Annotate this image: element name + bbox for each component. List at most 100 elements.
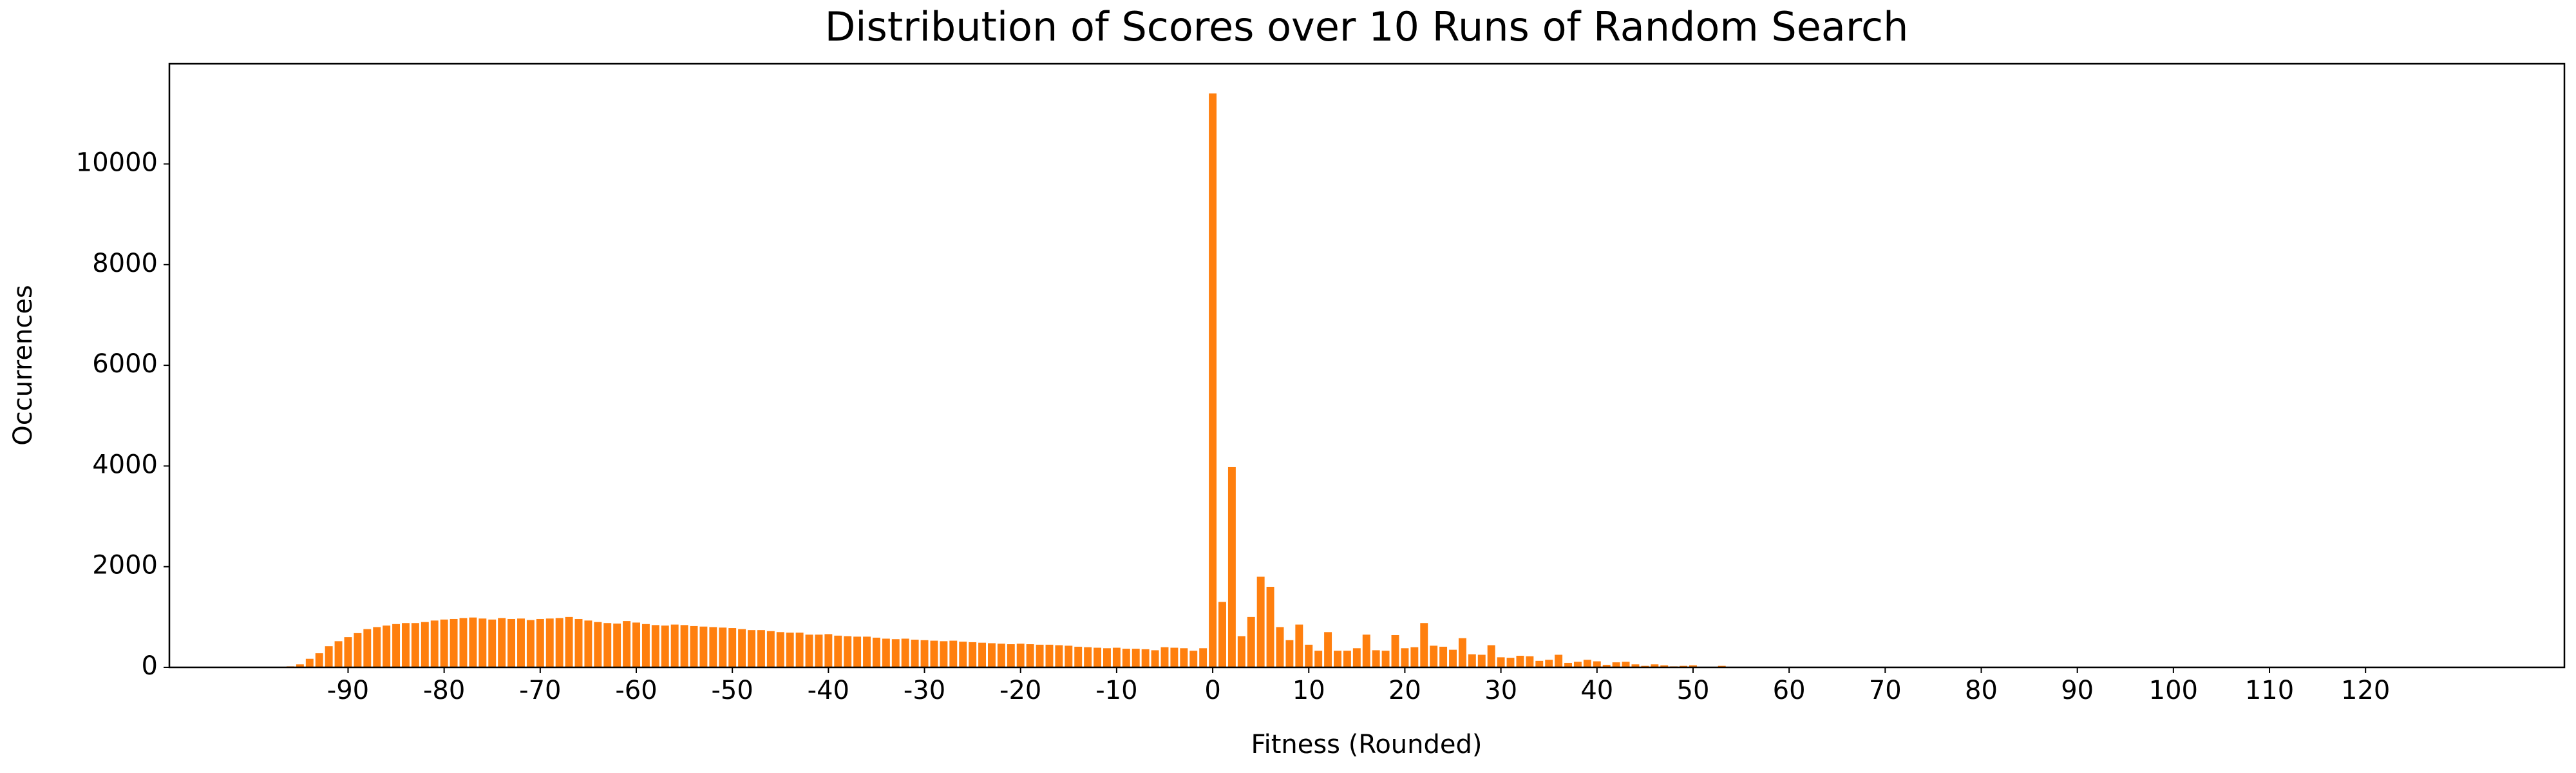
bar — [978, 642, 987, 667]
bar — [507, 618, 516, 667]
bar — [1016, 644, 1025, 667]
bar — [1180, 648, 1188, 667]
x-tick-label: 70 — [1869, 676, 1902, 705]
bar — [1256, 577, 1265, 667]
bar — [1362, 635, 1370, 667]
bar — [641, 624, 650, 667]
bar — [738, 629, 746, 667]
bar — [1612, 662, 1620, 667]
bar — [1247, 616, 1255, 667]
bar — [699, 626, 708, 667]
x-tick-label: 20 — [1388, 676, 1421, 705]
bar — [478, 618, 487, 667]
bar — [1477, 654, 1486, 667]
bar — [1112, 647, 1121, 667]
y-tick-label: 2000 — [92, 551, 158, 580]
bar — [526, 620, 535, 667]
bar — [1305, 644, 1313, 667]
bar — [786, 633, 794, 667]
bar — [450, 618, 458, 667]
bar — [363, 629, 372, 667]
plot-frame — [168, 62, 2566, 669]
bar — [1007, 644, 1015, 667]
bar — [536, 618, 544, 667]
bar — [891, 639, 900, 667]
x-tick-label: 90 — [2061, 676, 2094, 705]
bar — [651, 625, 659, 667]
bar — [824, 634, 833, 667]
bar — [1526, 656, 1534, 667]
x-tick-label: -20 — [999, 676, 1041, 705]
bar — [1103, 648, 1111, 667]
bar — [1151, 650, 1159, 667]
x-tick-label: -30 — [904, 676, 945, 705]
bar — [1036, 644, 1044, 667]
x-tick-label: -80 — [423, 676, 465, 705]
bar — [1314, 651, 1323, 667]
bar — [392, 624, 401, 667]
bar — [1458, 638, 1466, 667]
bar — [373, 627, 381, 667]
bar — [882, 638, 890, 667]
bar — [969, 642, 977, 667]
bar — [680, 625, 688, 667]
bar — [1132, 649, 1140, 667]
x-tick-label: 110 — [2245, 676, 2294, 705]
bar — [834, 635, 842, 667]
bar — [1160, 647, 1169, 667]
bar — [728, 628, 737, 667]
bar — [430, 620, 439, 667]
bar — [1141, 649, 1150, 667]
bar — [1266, 586, 1274, 667]
bar — [1227, 466, 1236, 667]
bar — [1564, 662, 1572, 667]
bar — [1074, 646, 1083, 667]
x-tick-label: -90 — [327, 676, 369, 705]
bar — [1487, 645, 1495, 667]
bar — [1555, 654, 1563, 667]
bar — [1506, 658, 1515, 667]
y-axis-label: Occurrences — [8, 285, 38, 446]
bar — [709, 627, 717, 667]
bar — [1094, 647, 1102, 667]
y-tick-label: 4000 — [92, 450, 158, 479]
x-tick-label: -60 — [615, 676, 657, 705]
x-tick-label: 80 — [1965, 676, 1998, 705]
bar — [1199, 648, 1208, 667]
bar — [1573, 662, 1582, 667]
bar — [1593, 661, 1601, 667]
bar — [805, 635, 813, 667]
bar — [1689, 665, 1697, 667]
bar — [661, 625, 669, 667]
bar — [1026, 644, 1034, 667]
bar — [1439, 646, 1448, 667]
bar — [402, 623, 410, 667]
bar — [1420, 623, 1428, 667]
bar — [1372, 650, 1380, 667]
x-axis-label: Fitness (Rounded) — [1251, 730, 1482, 759]
bar — [719, 627, 727, 667]
bar — [949, 640, 958, 667]
bar — [795, 633, 804, 667]
bar — [1285, 640, 1294, 667]
x-tick-label: 0 — [1204, 676, 1220, 705]
bar — [296, 664, 304, 667]
x-tick-label: 50 — [1677, 676, 1710, 705]
bar — [1055, 645, 1063, 667]
bar — [997, 644, 1005, 667]
bar — [517, 618, 525, 667]
bar — [334, 641, 343, 667]
bar — [594, 622, 602, 667]
bar — [1391, 635, 1399, 667]
bar — [488, 619, 497, 667]
bar — [555, 618, 564, 667]
bar — [670, 624, 679, 667]
bar — [690, 625, 698, 667]
bar — [584, 620, 592, 667]
bar — [1545, 660, 1553, 667]
bar — [498, 618, 506, 667]
bar — [1045, 644, 1054, 667]
x-tick-label: -10 — [1095, 676, 1137, 705]
y-tick-label: 6000 — [92, 349, 158, 379]
